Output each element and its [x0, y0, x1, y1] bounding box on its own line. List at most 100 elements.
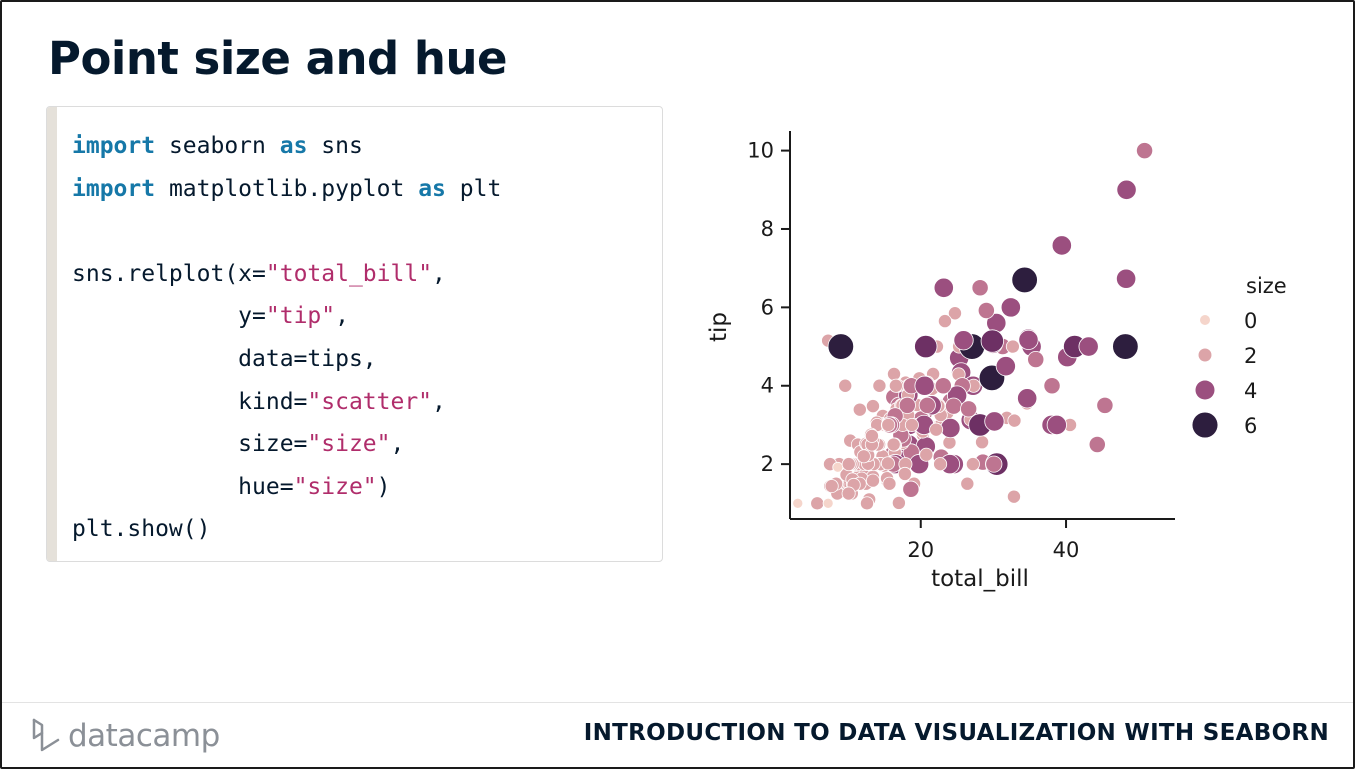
code-text: y=: [72, 303, 266, 330]
data-point: [865, 473, 880, 488]
code-line: hue="size"): [72, 468, 501, 511]
data-point: [971, 279, 989, 297]
code-text: plt.show(): [72, 516, 211, 543]
data-point: [947, 306, 962, 321]
data-point: [792, 497, 804, 509]
legend-marker: [1195, 380, 1215, 400]
data-point: [824, 479, 839, 494]
code-text: kind=: [72, 388, 308, 415]
data-point: [838, 378, 853, 393]
data-point: [1112, 333, 1139, 360]
code-block-accent-bar: [47, 107, 57, 561]
code-string: "total_bill": [265, 260, 433, 287]
code-text: ,: [335, 303, 349, 330]
code-string: "scatter": [307, 388, 433, 415]
code-line: import matplotlib.pyplot as plt: [72, 170, 501, 213]
data-point: [841, 457, 856, 472]
code-line: plt.show(): [72, 510, 501, 553]
code-text: sns.relplot(x=: [72, 260, 266, 287]
y-ticks: 2 4 6 8 10: [747, 139, 790, 476]
data-point: [1018, 329, 1039, 350]
data-point: [1007, 413, 1022, 428]
data-point: [852, 402, 867, 417]
data-point: [822, 497, 834, 509]
data-point: [933, 277, 954, 298]
data-point: [934, 377, 952, 395]
legend-marker: [1192, 412, 1218, 438]
data-point: [1116, 268, 1137, 289]
data-point: [832, 461, 844, 473]
code-line: data=tips,: [72, 340, 501, 383]
y-tick-label: 6: [761, 295, 774, 319]
course-title: INTRODUCTION TO DATA VISUALIZATION WITH …: [583, 720, 1329, 746]
data-point: [881, 417, 896, 432]
legend-label: 6: [1244, 414, 1257, 438]
x-tick-label: 40: [1053, 538, 1080, 562]
code-keyword: as: [418, 175, 446, 202]
data-point: [1096, 396, 1114, 414]
code-string: "size": [307, 431, 391, 458]
data-point: [960, 476, 975, 491]
data-point: [872, 378, 887, 393]
data-point: [919, 447, 934, 462]
data-point: [1027, 350, 1045, 369]
data-point: [1116, 179, 1137, 200]
data-point: [810, 496, 825, 511]
data-point: [914, 334, 938, 359]
code-keyword: as: [279, 133, 308, 159]
data-point: [977, 301, 995, 320]
y-tick-label: 2: [761, 452, 774, 476]
code-text: ,: [432, 388, 446, 415]
data-point: [965, 457, 980, 472]
data-point: [914, 375, 935, 396]
code-text: ,: [432, 260, 446, 287]
y-tick-label: 10: [747, 139, 774, 163]
code-line: kind="scatter",: [72, 383, 501, 426]
data-point: [984, 411, 1005, 432]
code-text: seaborn: [155, 133, 280, 159]
data-point: [960, 400, 978, 418]
code-text: data=tips,: [72, 345, 377, 372]
code-text: matplotlib.pyplot: [155, 175, 419, 202]
data-point: [945, 397, 963, 415]
x-axis-label: total_bill: [931, 566, 1029, 592]
data-point: [1136, 142, 1154, 160]
x-ticks: 20 40: [907, 519, 1079, 562]
data-point: [937, 314, 952, 329]
code-line: size="size",: [72, 425, 501, 468]
code-text: ): [376, 473, 391, 500]
code-text: size=: [72, 431, 308, 458]
code-line: [72, 212, 501, 255]
y-axis-label: tip: [706, 312, 732, 342]
data-point: [856, 449, 871, 464]
legend-label: 0: [1244, 309, 1257, 333]
data-point: [904, 417, 919, 432]
data-point: [1006, 489, 1021, 504]
data-point: [888, 378, 903, 393]
legend-marker: [1198, 348, 1212, 362]
legend: size 0 2 4 6: [1192, 274, 1287, 438]
code-text: ,: [390, 431, 405, 458]
data-point: [1017, 388, 1038, 409]
code-text: plt: [445, 175, 502, 202]
data-point: [1005, 339, 1020, 354]
legend-label: 2: [1244, 344, 1257, 368]
datacamp-logo-text: datacamp: [68, 718, 220, 754]
data-point: [891, 495, 906, 510]
code-line: y="tip",: [72, 297, 501, 340]
data-point: [859, 496, 874, 511]
x-tick-label: 20: [907, 538, 934, 562]
data-point: [1051, 235, 1072, 256]
data-point: [865, 399, 880, 414]
code-keyword: import: [72, 133, 156, 159]
data-point: [1088, 435, 1106, 454]
data-point: [918, 396, 936, 414]
datacamp-logo-icon: [32, 718, 60, 752]
data-point: [902, 480, 920, 498]
code-text: sns: [307, 133, 363, 159]
data-point: [975, 435, 990, 450]
legend-label: 4: [1244, 379, 1257, 403]
data-point: [1078, 336, 1099, 357]
